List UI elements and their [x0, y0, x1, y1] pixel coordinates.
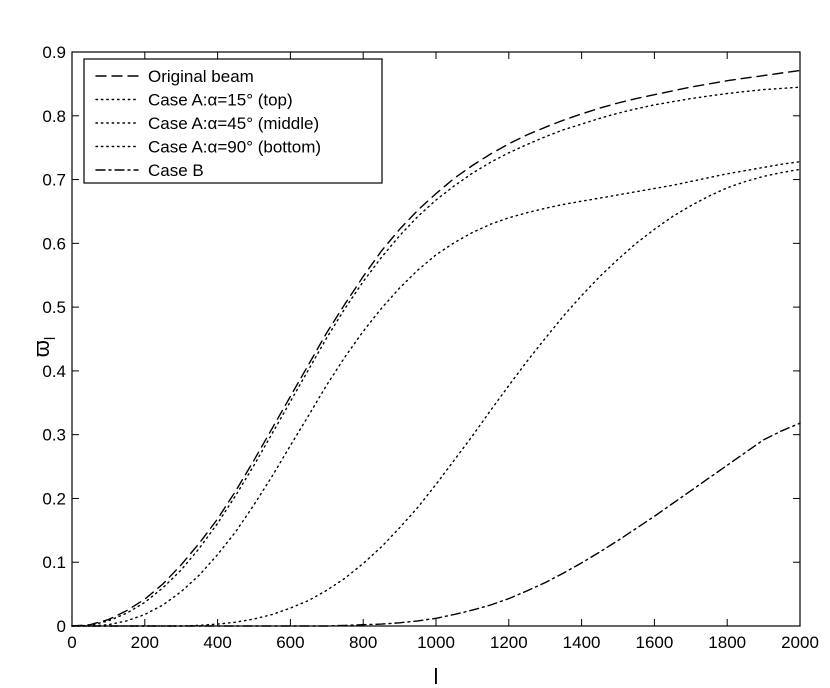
y-tick-label: 0.8	[42, 107, 66, 126]
y-axis-label: ϖl	[29, 337, 59, 358]
x-tick-label: 200	[131, 633, 159, 652]
x-axis-label: l	[434, 664, 439, 688]
x-axis-label-group: l	[434, 664, 439, 688]
series-line-0	[71, 69, 801, 627]
y-tick-label: 0.2	[42, 489, 66, 508]
y-tick-label: 0.6	[42, 234, 66, 253]
legend-box	[83, 58, 383, 184]
x-tick-label: 1400	[563, 633, 601, 652]
x-tick-label: 2000	[781, 633, 819, 652]
legend-entry-4: Case B	[148, 161, 204, 180]
series-lines	[71, 69, 801, 627]
x-axis: 0 200 400 600 800 1000 1200 1400 1600 1800 2000	[67, 52, 819, 652]
x-tick-label: 600	[276, 633, 304, 652]
y-axis-label-sub: l	[42, 337, 59, 340]
y-tick-label: 0.5	[42, 298, 66, 317]
y-tick-label: 0.9	[42, 43, 66, 62]
series-line-1	[71, 86, 801, 627]
y-tick-label: 0.7	[42, 171, 66, 190]
legend-entry-2: Case A:α=45° (middle)	[148, 114, 319, 133]
x-tick-label: 1800	[708, 633, 746, 652]
x-tick-label: 1000	[417, 633, 455, 652]
x-tick-label: 400	[203, 633, 231, 652]
y-axis: 0 0.1 0.2 0.3 0.4 0.5 0.6 0.7 0.8 0.9	[42, 43, 800, 636]
legend-entry-3: Case A:α=90° (bottom)	[148, 138, 321, 157]
series-line-4	[71, 422, 801, 627]
legend-entry-1: Case A:α=15° (top)	[148, 91, 293, 110]
y-tick-label: 0.3	[42, 426, 66, 445]
y-axis-label-group: ϖl	[29, 337, 59, 358]
x-tick-label: 1600	[635, 633, 673, 652]
x-tick-label: 800	[349, 633, 377, 652]
y-tick-label: 0.4	[42, 362, 66, 381]
legend: Original beam Case A:α=15° (top) Case A:α=…	[83, 58, 383, 184]
y-tick-label: 0	[57, 617, 66, 636]
legend-entry-0: Original beam	[148, 67, 254, 86]
x-tick-label: 1200	[490, 633, 528, 652]
y-tick-label: 0.1	[42, 553, 66, 572]
x-tick-label: 0	[67, 633, 76, 652]
